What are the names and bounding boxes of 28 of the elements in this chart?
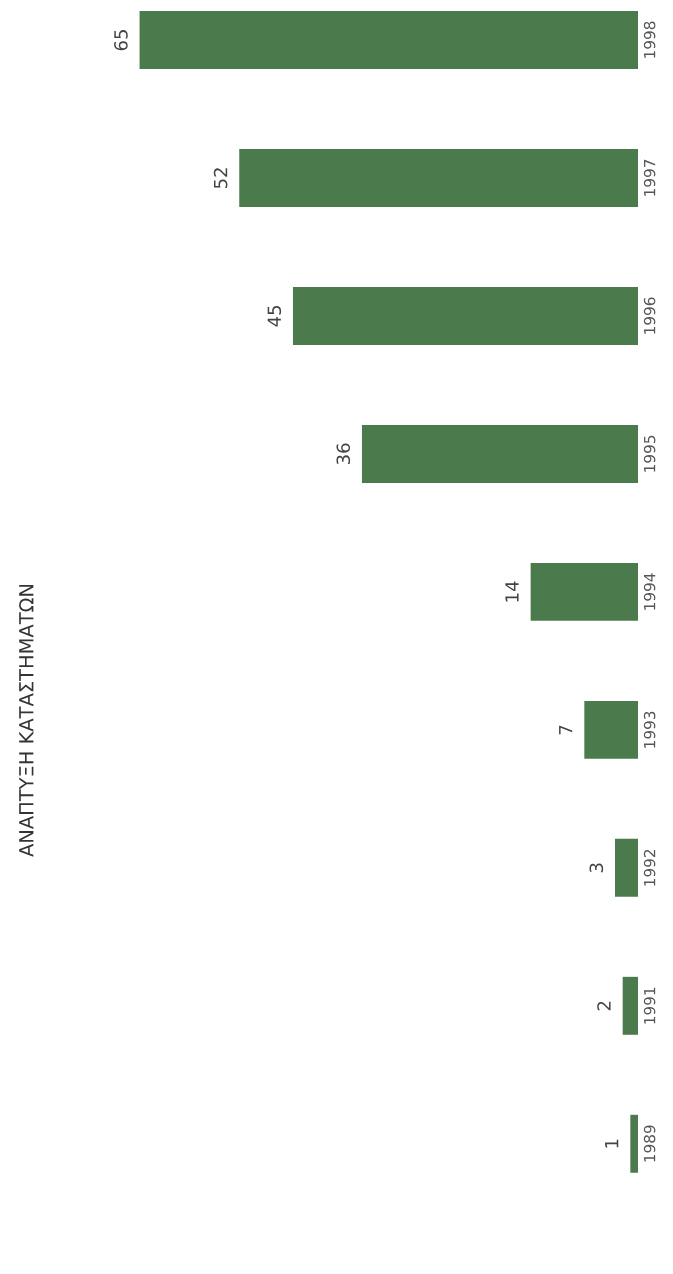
- data-label: 3: [589, 863, 604, 873]
- data-label: 45: [267, 306, 282, 327]
- y-tick-label: 1998: [643, 21, 656, 58]
- y-tick-label: 1997: [643, 159, 656, 196]
- text: ΑΝΑΠΤΥΞΗ ΚΑΤΑΣΤΗΜΑΤΩΝ: [19, 584, 34, 857]
- y-tick-label: 1991: [643, 987, 656, 1024]
- y-tick-label: 1996: [643, 297, 656, 334]
- data-label: 65: [114, 30, 128, 51]
- bar: [622, 976, 638, 1035]
- y-tick-label: 1995: [643, 435, 656, 472]
- data-label: 2: [597, 1001, 611, 1011]
- y-tick-label: 1989: [643, 1125, 656, 1162]
- bar: [361, 424, 638, 483]
- bar: [139, 11, 638, 69]
- data-label: 52: [213, 168, 228, 189]
- bar: [530, 562, 638, 621]
- bar: [292, 286, 638, 345]
- data-label: 7: [559, 725, 573, 735]
- y-tick-label: 1993: [643, 711, 656, 748]
- data-label: 36: [336, 443, 351, 465]
- bar: [615, 838, 638, 897]
- bar: [584, 700, 638, 759]
- y-tick-label: 1992: [643, 849, 656, 886]
- bar: [239, 149, 638, 207]
- bar: [630, 1114, 638, 1173]
- data-label: 1: [605, 1139, 619, 1148]
- data-label: 14: [505, 581, 519, 602]
- y-tick-label: 1994: [643, 573, 656, 610]
